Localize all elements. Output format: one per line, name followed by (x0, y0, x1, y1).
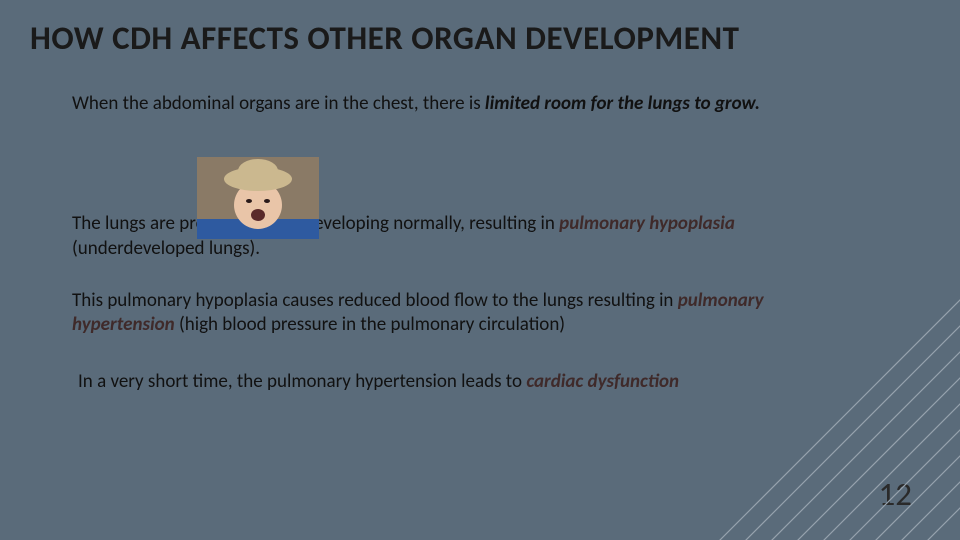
paragraph-4: In a very short time, the pulmonary hype… (78, 370, 684, 394)
img-mouth (251, 209, 265, 221)
page-number: 12 (879, 474, 912, 514)
deco-line (790, 370, 960, 540)
baby-image (197, 157, 319, 239)
p2-tail: (underdeveloped lungs). (72, 237, 260, 260)
paragraph-3: This pulmonary hypoplasia causes reduced… (72, 289, 864, 338)
p3-tail: (high blood pressure in the pulmonary ci… (175, 313, 565, 336)
p4-lead: In a very short time, the pulmonary hype… (78, 370, 526, 393)
p2-term: pulmonary hypoplasia (559, 212, 735, 235)
baby-image-svg (197, 157, 319, 239)
slide-title: HOW CDH AFFECTS OTHER ORGAN DEVELOPMENT (30, 18, 924, 58)
p3-lead: This pulmonary hypoplasia causes reduced… (72, 289, 678, 312)
deco-line (816, 396, 960, 540)
deco-line (764, 344, 960, 540)
img-eye-l (246, 199, 252, 203)
paragraph-1: When the abdominal organs are in the che… (72, 92, 864, 116)
p4-term: cardiac dysfunction (526, 370, 679, 393)
paragraph-2: The lungs are prevented from developing … (72, 212, 864, 261)
img-eye-r (264, 199, 270, 203)
decorative-lines (660, 240, 960, 540)
deco-line (738, 318, 960, 540)
p1-bold: limited room for the lungs to grow. (485, 92, 760, 115)
p1-lead: When the abdominal organs are in the che… (72, 92, 485, 115)
deco-line (660, 240, 960, 540)
slide-root: HOW CDH AFFECTS OTHER ORGAN DEVELOPMENT … (0, 0, 960, 540)
img-hat-top (238, 159, 278, 183)
